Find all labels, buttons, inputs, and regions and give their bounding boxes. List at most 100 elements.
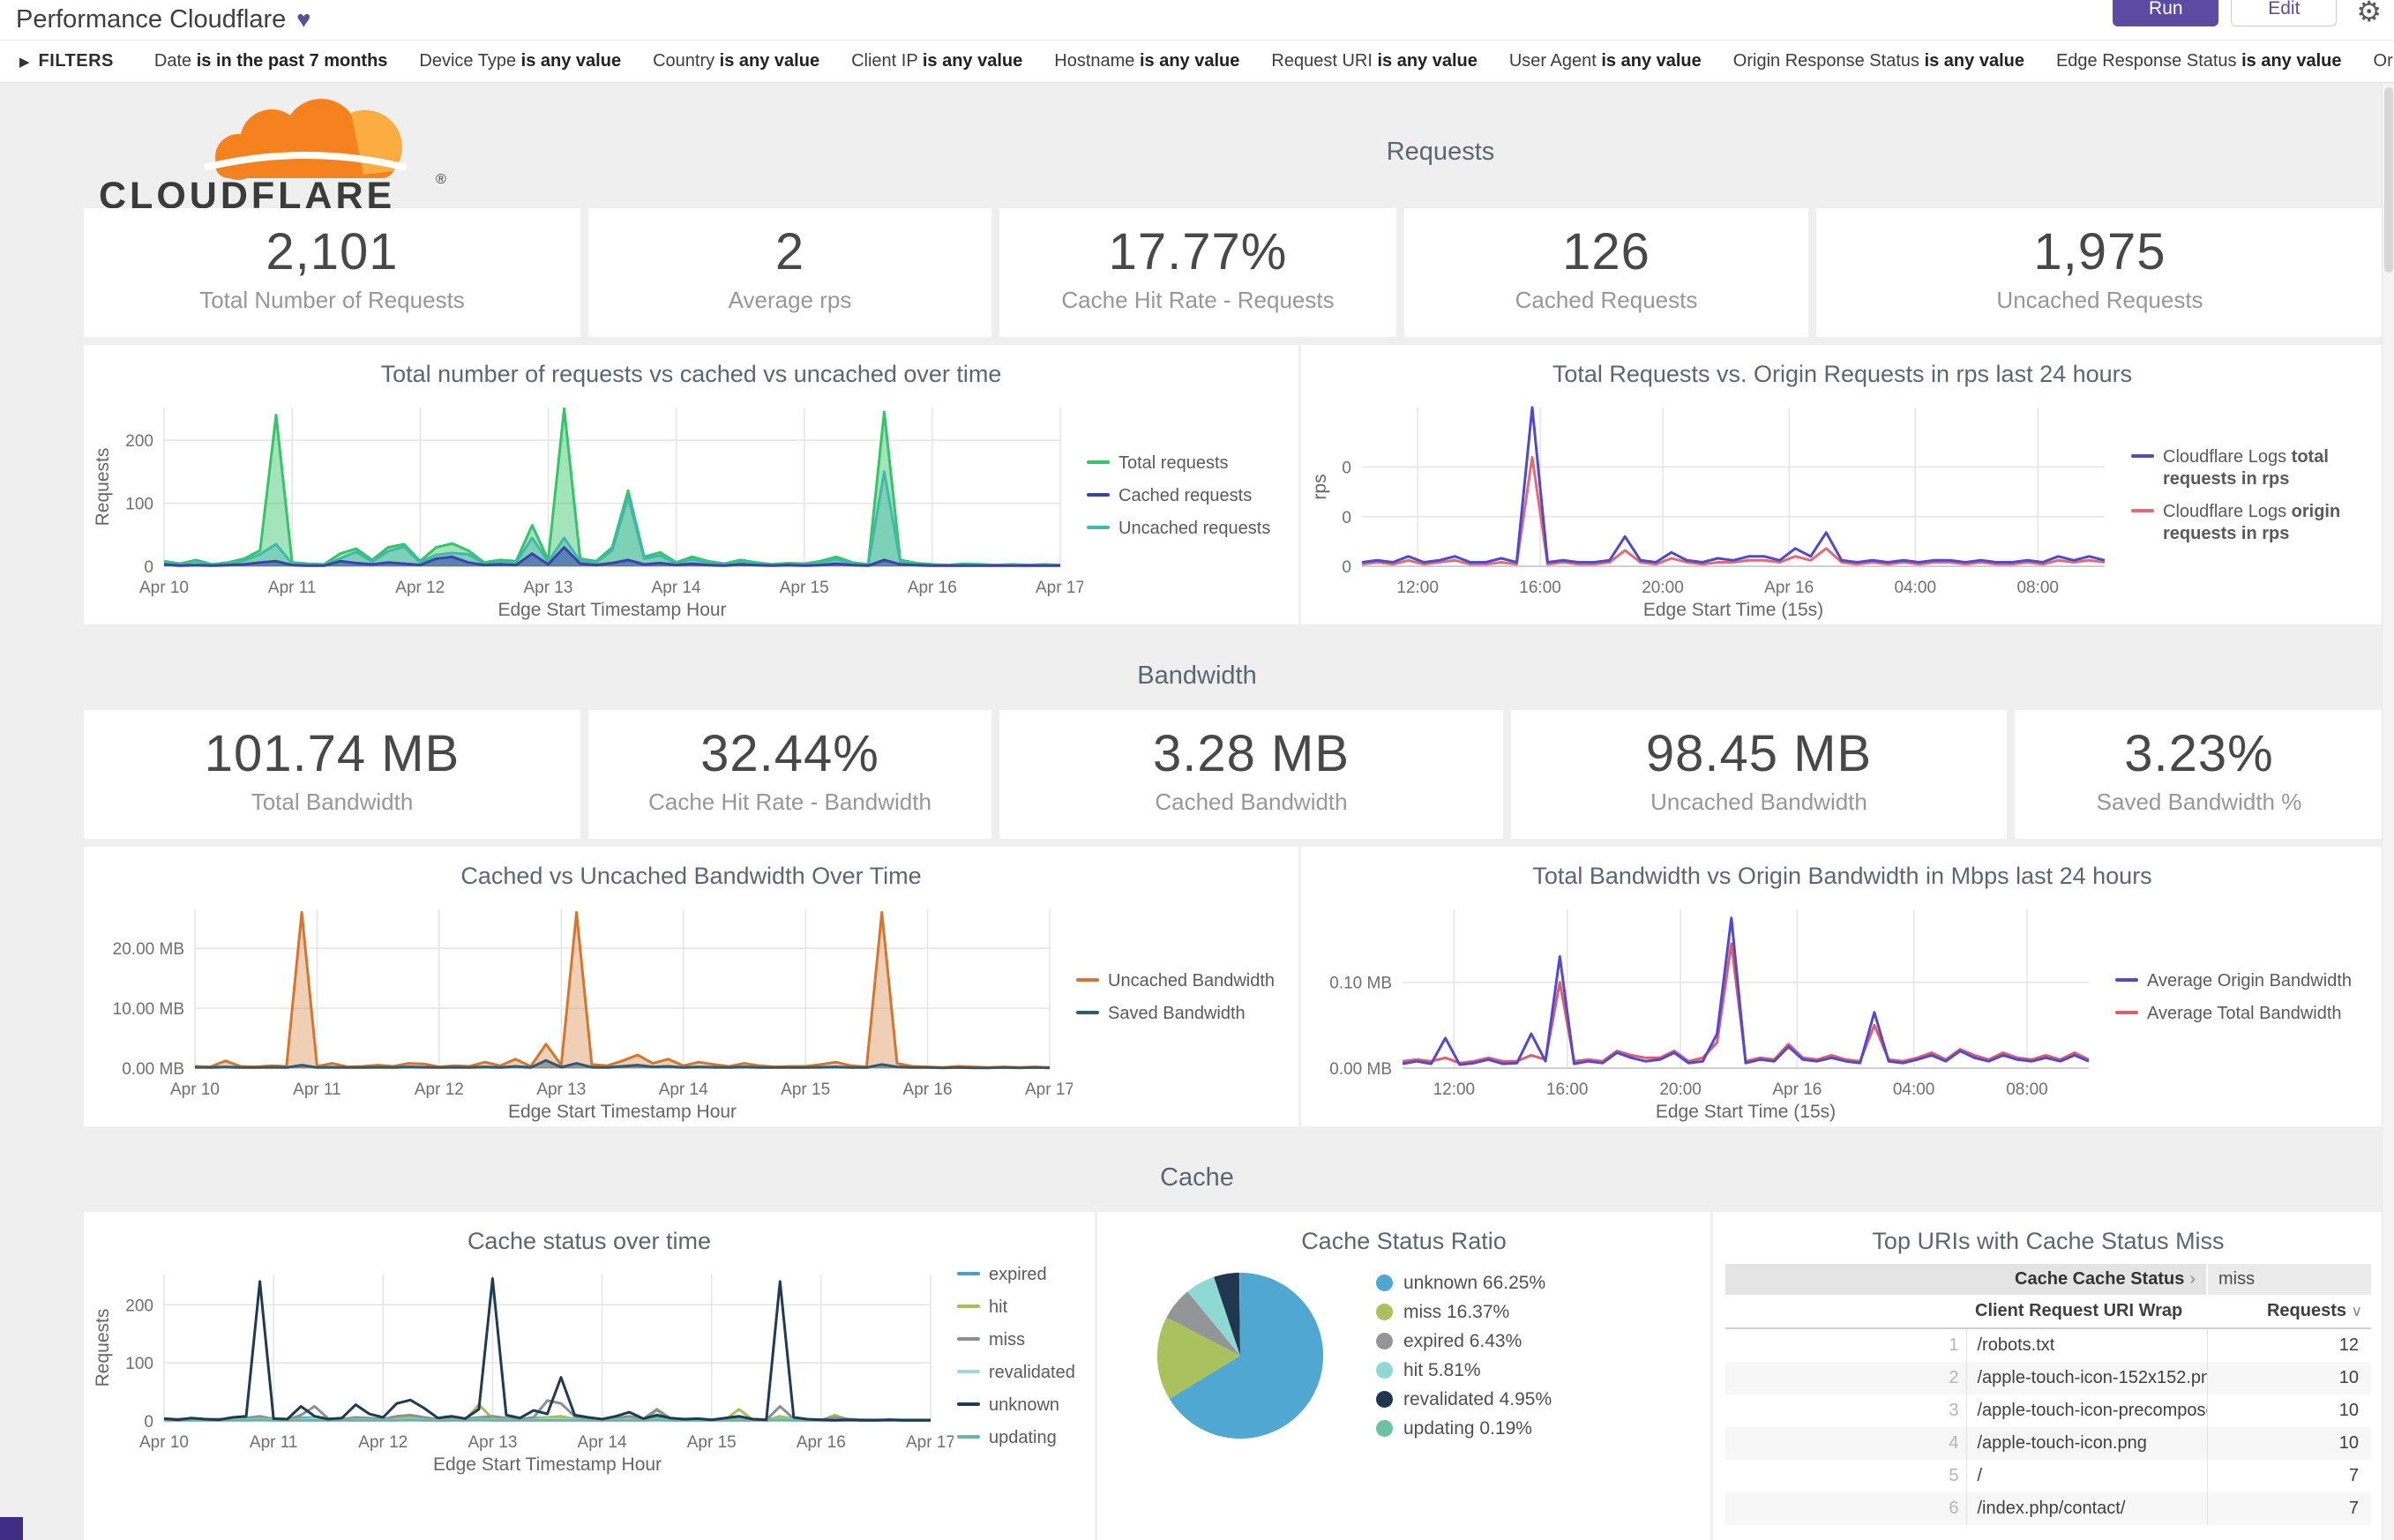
svg-text:Apr 13: Apr 13 xyxy=(523,579,572,597)
legend-item[interactable]: Uncached Bandwidth xyxy=(1076,970,1286,992)
tile-cache-hit-rate-requests[interactable]: 17.77% Cache Hit Rate - Requests xyxy=(999,208,1396,337)
legend-item[interactable]: Cloudflare Logs total requests in rps xyxy=(2131,446,2371,490)
series-swatch xyxy=(2131,509,2154,512)
table-row[interactable]: 2 /apple-touch-icon-152x152.png 10 xyxy=(1725,1362,2371,1394)
legend-item[interactable]: Uncached requests xyxy=(1087,518,1286,540)
pivot-value-header[interactable]: miss xyxy=(2207,1264,2371,1295)
favorite-heart-icon[interactable]: ♥ xyxy=(296,6,311,33)
rps-24h-chart[interactable]: .tick{font:19px "Liberation Sans",sans-s… xyxy=(1306,393,2128,624)
tile-label: Average rps xyxy=(728,287,852,313)
filter-item[interactable]: Origin IP is any value xyxy=(2373,51,2394,71)
vertical-scrollbar[interactable] xyxy=(2382,84,2394,1540)
column-header-row: Client Request URI Wrap Requests ∨ xyxy=(1725,1295,2371,1329)
run-button[interactable]: Run xyxy=(2113,0,2219,26)
filter-item[interactable]: Client IP is any value xyxy=(851,51,1023,71)
pie-slice[interactable] xyxy=(1169,1272,1324,1439)
svg-text:Apr 16: Apr 16 xyxy=(1764,579,1814,597)
slice-swatch xyxy=(1376,1391,1393,1408)
legend-label: hit xyxy=(989,1297,1008,1317)
bandwidth-24h-chart[interactable]: .tick{font:19px "Liberation Sans",sans-s… xyxy=(1306,895,2112,1126)
tile-uncached-requests[interactable]: 1,975 Uncached Requests xyxy=(1816,208,2383,337)
legend-item[interactable]: Cached requests xyxy=(1087,485,1286,507)
filters-label[interactable]: FILTERS xyxy=(38,51,114,71)
tile-total-bandwidth[interactable]: 101.74 MB Total Bandwidth xyxy=(84,710,580,839)
filter-item[interactable]: Country is any value xyxy=(653,51,820,71)
pivot-field-header[interactable]: Cache Cache Status › xyxy=(1725,1264,2208,1295)
svg-text:Apr 10: Apr 10 xyxy=(139,1433,189,1452)
tile-label: Uncached Requests xyxy=(1996,287,2203,313)
series-swatch xyxy=(957,1402,980,1406)
legend-item[interactable]: Cloudflare Logs origin requests in rps xyxy=(2131,501,2371,545)
tile-value: 98.45 MB xyxy=(1645,725,1873,782)
table-row[interactable]: 4 /apple-touch-icon.png 10 xyxy=(1725,1427,2371,1460)
edit-button[interactable]: Edit xyxy=(2231,0,2338,26)
legend-item[interactable]: revalidated xyxy=(957,1362,1082,1384)
legend-item[interactable]: unknown xyxy=(957,1394,1082,1417)
legend-item[interactable]: Average Total Bandwidth xyxy=(2115,1003,2371,1025)
pie-slice[interactable] xyxy=(1166,1291,1240,1356)
legend-item[interactable]: expired 6.43% xyxy=(1376,1331,1552,1352)
cache-status-chart[interactable]: .tick{font:19px "Liberation Sans",sans-s… xyxy=(89,1260,955,1479)
legend-item[interactable]: Total requests xyxy=(1087,452,1286,475)
cloudflare-cloud-icon: CLOUDFLARE ® xyxy=(99,99,446,217)
legend-item[interactable]: miss xyxy=(957,1329,1082,1351)
uri-column-header[interactable]: Client Request URI Wrap xyxy=(1966,1295,2207,1329)
filter-item[interactable]: Date is in the past 7 months xyxy=(153,51,388,71)
pie-slice[interactable] xyxy=(1187,1276,1240,1356)
legend-label: Total requests xyxy=(1118,452,1229,473)
legend-item[interactable]: expired xyxy=(957,1264,1082,1286)
bandwidth-charts-row: Cached vs Uncached Bandwidth Over Time .… xyxy=(84,847,2383,1126)
table-row[interactable]: 3 /apple-touch-icon-precomposed.png 10 xyxy=(1725,1394,2371,1427)
pie-slice[interactable] xyxy=(1156,1317,1240,1400)
tile-cache-hit-rate-bandwidth[interactable]: 32.44% Cache Hit Rate - Bandwidth xyxy=(588,710,991,839)
legend-label: Cloudflare Logs origin requests in rps xyxy=(2163,502,2341,543)
svg-text:Edge Start Timestamp Hour: Edge Start Timestamp Hour xyxy=(433,1454,662,1475)
uri-cell[interactable]: / xyxy=(1966,1460,2208,1492)
panel-bandwidth-24h: Total Bandwidth vs Origin Bandwidth in M… xyxy=(1301,847,2383,1126)
tile-value: 1,975 xyxy=(2033,223,2166,280)
legend-item[interactable]: hit xyxy=(957,1297,1082,1319)
svg-text:Requests: Requests xyxy=(93,1309,113,1387)
legend-item[interactable]: hit 5.81% xyxy=(1376,1360,1552,1381)
tile-total-requests[interactable]: 2,101 Total Number of Requests xyxy=(84,208,580,337)
filters-expand-icon[interactable]: ▶ xyxy=(19,54,30,70)
scrollbar-thumb[interactable] xyxy=(2383,87,2393,273)
requests-cell: 10 xyxy=(2338,1368,2359,1387)
uri-cell[interactable]: /index.php/contact/ xyxy=(1966,1492,2208,1525)
uri-cell[interactable]: /robots.txt xyxy=(1966,1328,2208,1362)
tile-cached-bandwidth[interactable]: 3.28 MB Cached Bandwidth xyxy=(999,710,1503,839)
uri-cell[interactable]: /apple-touch-icon-precomposed.png xyxy=(1966,1394,2208,1427)
filter-item[interactable]: Origin Response Status is any value xyxy=(1732,51,2024,71)
legend-item[interactable]: updating 0.19% xyxy=(1376,1418,1552,1439)
uri-cell[interactable]: /apple-touch-icon-152x152.png xyxy=(1966,1362,2208,1394)
cache-status-ratio-pie[interactable] xyxy=(1154,1269,1327,1442)
filter-item[interactable]: Device Type is any value xyxy=(419,51,622,71)
legend-item[interactable]: miss 16.37% xyxy=(1376,1302,1552,1323)
gear-icon[interactable]: ⚙ xyxy=(2356,0,2382,27)
tile-average-rps[interactable]: 2 Average rps xyxy=(588,208,991,337)
requests-cell: 7 xyxy=(2348,1466,2359,1485)
requests-column-header[interactable]: Requests ∨ xyxy=(2207,1295,2371,1329)
bandwidth-over-time-chart[interactable]: .tick{font:19px "Liberation Sans",sans-s… xyxy=(89,895,1074,1126)
legend-item[interactable]: unknown 66.25% xyxy=(1376,1273,1552,1294)
tile-cached-requests[interactable]: 126 Cached Requests xyxy=(1404,208,1808,337)
pie-slice[interactable] xyxy=(1214,1272,1240,1356)
uri-cell[interactable]: /apple-touch-icon.png xyxy=(1966,1427,2208,1460)
legend-item[interactable]: Saved Bandwidth xyxy=(1076,1003,1286,1025)
table-row[interactable]: 1 /robots.txt 12 xyxy=(1725,1328,2371,1362)
svg-text:Apr 12: Apr 12 xyxy=(415,1080,464,1099)
table-row[interactable]: 5 / 7 xyxy=(1725,1460,2371,1492)
filter-item[interactable]: Edge Response Status is any value xyxy=(2055,51,2342,71)
filter-item[interactable]: Request URI is any value xyxy=(1271,51,1478,71)
pie-slice[interactable] xyxy=(1238,1272,1240,1356)
requests-over-time-chart[interactable]: .tick{font:19px "Liberation Sans",sans-s… xyxy=(89,393,1085,624)
legend-item[interactable]: updating xyxy=(957,1427,1082,1449)
table-row[interactable]: 6 /index.php/contact/ 7 xyxy=(1725,1492,2371,1525)
filter-item[interactable]: User Agent is any value xyxy=(1508,51,1702,71)
filter-item[interactable]: Hostname is any value xyxy=(1054,51,1240,71)
legend-item[interactable]: Average Origin Bandwidth xyxy=(2115,970,2371,992)
tile-saved-bandwidth-pct[interactable]: 3.23% Saved Bandwidth % xyxy=(2015,710,2383,839)
legend-item[interactable]: revalidated 4.95% xyxy=(1376,1389,1552,1410)
tile-uncached-bandwidth[interactable]: 98.45 MB Uncached Bandwidth xyxy=(1511,710,2007,839)
pie-legend: unknown 66.25% miss 16.37% expired 6.43%… xyxy=(1376,1273,1552,1439)
